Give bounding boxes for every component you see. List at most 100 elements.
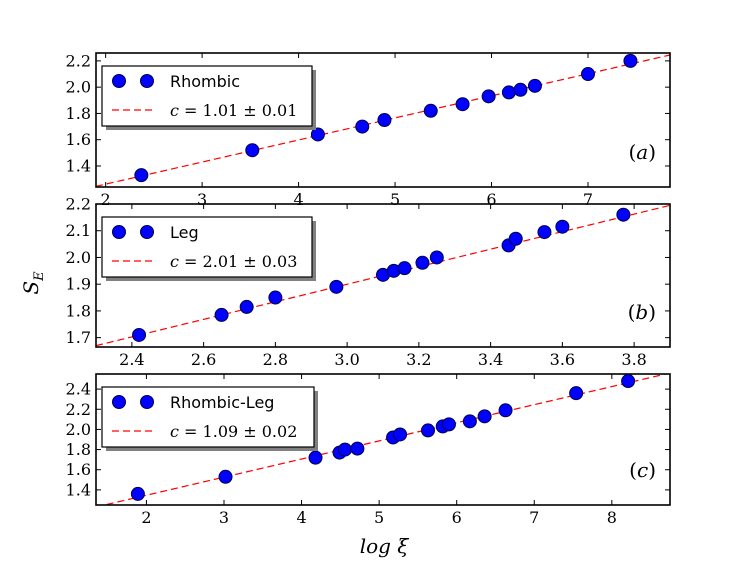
data-point-leg: [214, 307, 229, 322]
data-point-rhombic: [623, 53, 638, 68]
x-tick-label: 5: [390, 190, 400, 209]
data-point-leg: [555, 219, 570, 234]
x-tick-label: 6: [486, 190, 496, 209]
y-tick-label: 2.1: [66, 221, 91, 240]
data-point-rhombic: [527, 78, 542, 93]
data-point-leg: [239, 299, 254, 314]
y-tick-label: 1.8: [66, 301, 91, 320]
data-point-leg: [268, 290, 283, 305]
x-tick-label: 6: [452, 508, 462, 527]
plot-frame-leg: [95, 203, 671, 348]
panel-rhombic: 2 3 4 5 6 7 1.4 1.6 1.8 2.0 2.2 Rhombic c = 1.01 ± 0…: [66, 51, 671, 209]
legend-marker: [140, 395, 154, 409]
data-point-rhombic: [355, 119, 370, 134]
x-tick-label: 2: [101, 190, 111, 209]
data-point-leg: [537, 225, 552, 240]
panel-tag: (a): [628, 140, 656, 164]
legend-box: [101, 386, 315, 448]
data-point-rhombic-leg: [498, 403, 513, 418]
legend-marker: [140, 74, 154, 88]
panel-leg: 2.4 2.6 2.8 3.0 3.2 3.4 3.6 3.8 1.7 1.8 1.9 2.0 2.1 2…: [66, 195, 671, 369]
data-point-rhombic-leg: [621, 374, 636, 389]
x-tick-label: 2.4: [119, 350, 144, 369]
y-tick-label: 1.8: [66, 104, 91, 123]
data-point-leg: [429, 250, 444, 265]
x-axis-label: log ξ: [360, 534, 410, 558]
y-tick-label: 1.9: [66, 275, 91, 294]
legend-fit-label: c = 2.01 ± 0.03: [170, 252, 297, 271]
legend-fit-label: c = 1.01 ± 0.01: [170, 101, 297, 120]
data-point-rhombic-leg: [393, 427, 408, 442]
y-tick-label: 1.8: [66, 440, 91, 459]
data-point-leg: [616, 207, 631, 222]
fit-line-rhombic: [96, 54, 670, 187]
legend-points-label: Leg: [170, 223, 199, 242]
x-tick-label: 2.8: [263, 350, 288, 369]
data-point-rhombic-leg: [420, 423, 435, 438]
data-point-leg: [508, 231, 523, 246]
legend-points-label: Rhombic-Leg: [170, 393, 274, 412]
x-tick-label: 3: [219, 508, 229, 527]
y-axis-label-main: S: [19, 281, 43, 295]
svg-text:SE: SE: [19, 271, 47, 295]
legend-rhombic-leg: Rhombic-Leg c = 1.09 ± 0.02: [101, 386, 318, 451]
data-point-rhombic: [513, 82, 528, 97]
y-tick-label: 1.4: [66, 156, 91, 175]
x-tick-label: 3: [197, 190, 207, 209]
x-tick-label: 7: [529, 508, 539, 527]
legend-box: [101, 65, 313, 127]
data-point-rhombic-leg: [130, 486, 145, 501]
y-tick-label: 2.2: [66, 400, 91, 419]
x-tick-label: 3.8: [621, 350, 646, 369]
y-tick-label: 2.0: [66, 420, 91, 439]
data-point-rhombic: [481, 89, 496, 104]
data-point-rhombic: [501, 85, 516, 100]
data-point-leg: [397, 261, 412, 276]
data-point-leg: [329, 279, 344, 294]
y-axis-label-sub: E: [32, 271, 47, 282]
x-tick-label: 2: [141, 508, 151, 527]
x-tick-label: 4: [296, 508, 306, 527]
data-point-rhombic: [581, 67, 595, 82]
plot-frame-rhombic-leg: [95, 373, 671, 506]
legend-marker: [112, 74, 126, 88]
data-point-leg: [132, 327, 147, 342]
legend-marker: [140, 225, 154, 239]
x-tick-label: 2.6: [191, 350, 216, 369]
legend-points-label: Rhombic: [170, 72, 240, 91]
x-tick-label: 4: [293, 190, 303, 209]
data-point-rhombic-leg: [337, 442, 352, 457]
x-tick-label: 3.2: [406, 350, 431, 369]
legend-leg: Leg c = 2.01 ± 0.03: [101, 216, 316, 281]
data-point-rhombic: [310, 127, 325, 142]
legend-box: [101, 216, 313, 278]
y-tick-label: 2.0: [66, 78, 91, 97]
y-tick-label: 1.7: [66, 328, 91, 347]
x-tick-label: 8: [607, 508, 617, 527]
data-point-rhombic-leg: [350, 441, 365, 456]
x-tick-label: 7: [583, 190, 593, 209]
data-point-rhombic-leg: [308, 450, 323, 465]
data-point-rhombic-leg: [569, 386, 584, 401]
panel-tag: (c): [629, 458, 656, 482]
data-point-rhombic: [423, 103, 438, 118]
legend-fit-label: c = 1.09 ± 0.02: [170, 422, 297, 441]
x-tick-label: 3.0: [334, 350, 359, 369]
y-axis-label: SE: [19, 271, 47, 295]
y-tick-label: 1.6: [66, 130, 91, 149]
y-tick-label: 1.4: [66, 480, 91, 499]
y-tick-label: 2.2: [66, 51, 91, 70]
x-tick-label: 3.6: [550, 350, 575, 369]
y-tick-label: 2.2: [66, 195, 91, 214]
panel-rhombic-leg: 2 3 4 5 6 7 8 1.41.61.82.02.22.4 Rhombic-Leg c = …: [66, 373, 671, 527]
data-point-leg: [415, 255, 430, 270]
panel-tag: (b): [628, 300, 656, 324]
plot-frame-rhombic: [95, 52, 671, 188]
data-point-rhombic-leg: [441, 417, 456, 432]
data-point-rhombic: [134, 168, 149, 183]
data-point-rhombic: [377, 113, 392, 127]
y-tick-label: 1.6: [66, 460, 91, 479]
y-tick-label: 2.4: [66, 380, 91, 399]
data-point-rhombic-leg: [218, 469, 233, 484]
